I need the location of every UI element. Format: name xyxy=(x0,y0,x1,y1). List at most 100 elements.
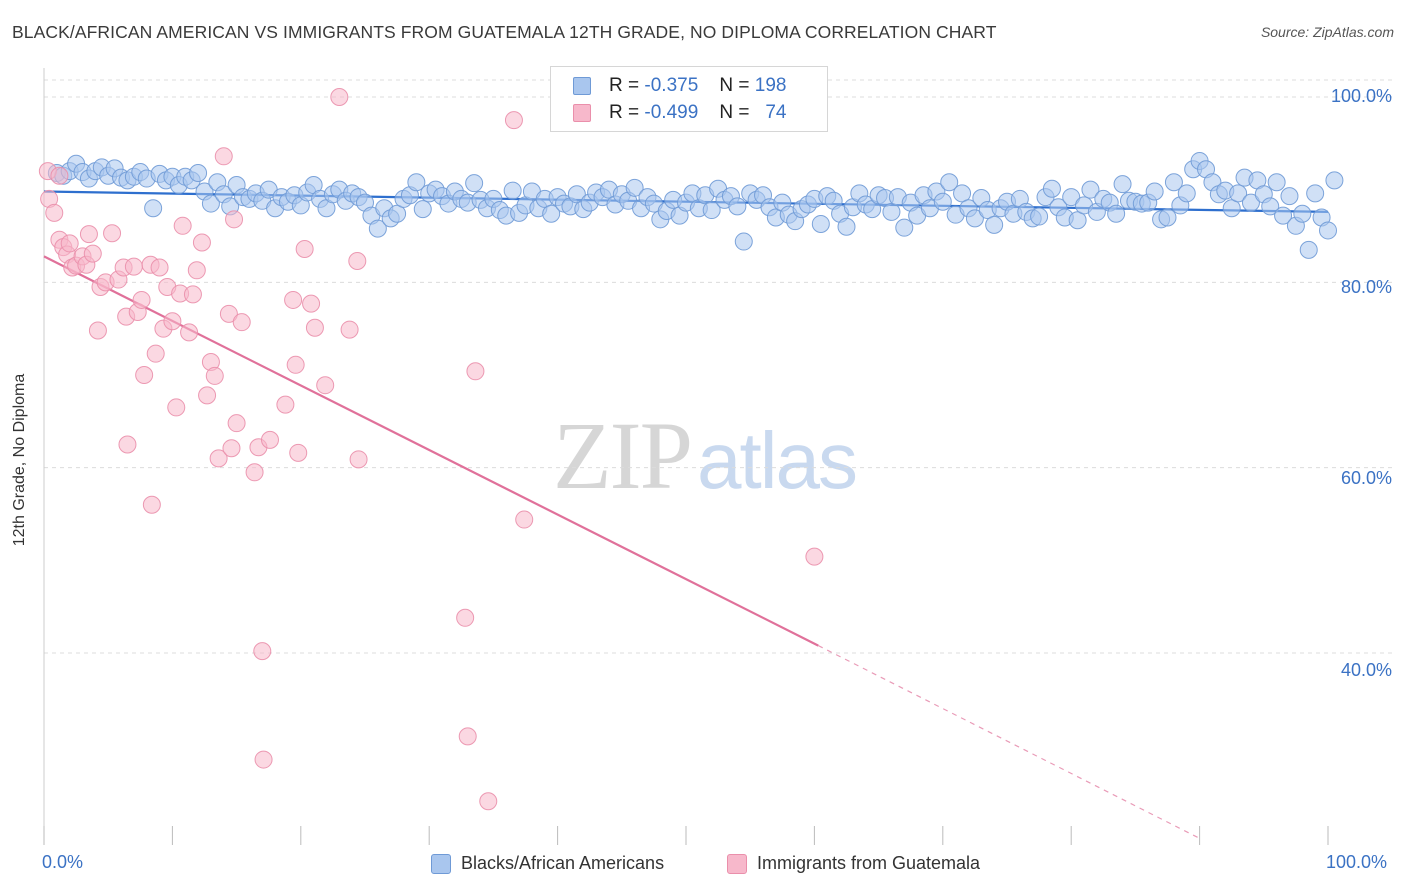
point-guatemala xyxy=(183,285,202,304)
point-blacks xyxy=(388,204,407,223)
series-guatemala-points xyxy=(38,88,824,811)
y-tick-label-60: 60.0% xyxy=(1340,468,1392,488)
n-value: 198 xyxy=(754,75,787,96)
point-guatemala xyxy=(83,244,102,263)
point-blacks xyxy=(1145,182,1164,201)
y-tick-label-100: 100.0% xyxy=(1330,86,1392,106)
point-blacks xyxy=(201,194,220,213)
point-guatemala xyxy=(253,642,272,661)
point-blacks xyxy=(933,192,952,211)
point-blacks xyxy=(407,173,426,192)
point-guatemala xyxy=(222,439,241,458)
point-blacks xyxy=(1293,204,1312,223)
stats-legend: R = -0.375 N = 198 R = -0.499 N = 74 xyxy=(550,66,828,132)
point-blacks xyxy=(1042,179,1061,198)
point-guatemala xyxy=(479,792,498,811)
point-guatemala xyxy=(302,294,321,313)
point-blacks xyxy=(1306,184,1325,203)
legend-swatch-pink xyxy=(727,854,747,874)
trend-line-guatemala xyxy=(43,255,819,647)
y-tick-label-80: 80.0% xyxy=(1340,277,1392,297)
point-blacks xyxy=(1222,199,1241,218)
point-blacks xyxy=(625,178,644,197)
point-blacks xyxy=(1177,184,1196,203)
watermark: ZIPatlas xyxy=(553,400,858,511)
point-guatemala xyxy=(349,450,368,469)
point-guatemala xyxy=(295,239,314,258)
point-guatemala xyxy=(124,257,143,276)
point-guatemala xyxy=(205,366,224,385)
point-blacks xyxy=(811,214,830,233)
point-guatemala xyxy=(805,547,824,566)
point-guatemala xyxy=(45,203,64,222)
point-blacks xyxy=(465,174,484,193)
watermark-atlas: atlas xyxy=(697,416,858,505)
point-blacks xyxy=(882,202,901,221)
n-label: N = xyxy=(719,102,750,123)
point-blacks xyxy=(1113,175,1132,194)
point-guatemala xyxy=(504,111,523,130)
point-guatemala xyxy=(132,290,151,309)
legend-swatch-blue xyxy=(573,77,591,95)
point-blacks xyxy=(1164,173,1183,192)
point-guatemala xyxy=(348,252,367,271)
point-blacks xyxy=(728,197,747,216)
point-guatemala xyxy=(260,430,279,449)
point-blacks xyxy=(542,204,561,223)
point-blacks xyxy=(1062,188,1081,207)
point-guatemala xyxy=(305,318,324,337)
point-blacks xyxy=(965,209,984,228)
point-blacks xyxy=(1229,184,1248,203)
point-blacks xyxy=(985,215,1004,234)
point-guatemala xyxy=(225,210,244,229)
chart-title: BLACK/AFRICAN AMERICAN VS IMMIGRANTS FRO… xyxy=(12,22,997,42)
trend-lines xyxy=(43,190,1329,839)
point-guatemala xyxy=(289,443,308,462)
point-guatemala xyxy=(198,386,217,405)
point-blacks xyxy=(144,199,163,218)
point-guatemala xyxy=(163,312,182,331)
point-guatemala xyxy=(187,261,206,280)
point-guatemala xyxy=(456,608,475,627)
point-guatemala xyxy=(515,510,534,529)
point-guatemala xyxy=(219,304,238,323)
point-guatemala xyxy=(284,290,303,309)
point-guatemala xyxy=(232,313,251,332)
point-blacks xyxy=(368,219,387,238)
point-blacks xyxy=(895,218,914,237)
n-label: N = xyxy=(719,75,750,96)
series-blacks-points xyxy=(47,151,1344,259)
point-guatemala xyxy=(276,395,295,414)
r-label: R = xyxy=(609,75,640,96)
point-guatemala xyxy=(340,320,359,339)
x-tick-label-min: 0.0% xyxy=(42,852,84,872)
point-guatemala xyxy=(150,258,169,277)
point-guatemala xyxy=(167,398,186,417)
n-value: 74 xyxy=(765,102,787,123)
x-tick-label-max: 100.0% xyxy=(1326,852,1388,872)
r-value: -0.499 xyxy=(644,102,699,123)
point-guatemala xyxy=(118,435,137,454)
legend-label: Immigrants from Guatemala xyxy=(757,853,981,873)
point-blacks xyxy=(953,184,972,203)
point-guatemala xyxy=(214,147,233,166)
trend-line-guatemala-extrapolated xyxy=(817,645,1200,839)
point-blacks xyxy=(1241,193,1260,212)
source-label: Source: ZipAtlas.com xyxy=(1260,24,1394,40)
point-blacks xyxy=(503,181,522,200)
point-guatemala xyxy=(180,323,199,342)
point-blacks xyxy=(734,232,753,251)
point-guatemala xyxy=(135,366,154,384)
legend-swatch-blue xyxy=(431,854,451,874)
point-guatemala xyxy=(192,233,211,252)
point-guatemala xyxy=(60,234,79,253)
point-blacks xyxy=(1158,208,1177,227)
point-blacks xyxy=(837,217,856,236)
point-blacks xyxy=(1030,207,1049,226)
point-blacks xyxy=(189,163,208,182)
legend-label: Blacks/African Americans xyxy=(461,853,665,873)
point-blacks xyxy=(1280,187,1299,206)
point-blacks xyxy=(1274,206,1293,225)
point-guatemala xyxy=(209,449,228,468)
